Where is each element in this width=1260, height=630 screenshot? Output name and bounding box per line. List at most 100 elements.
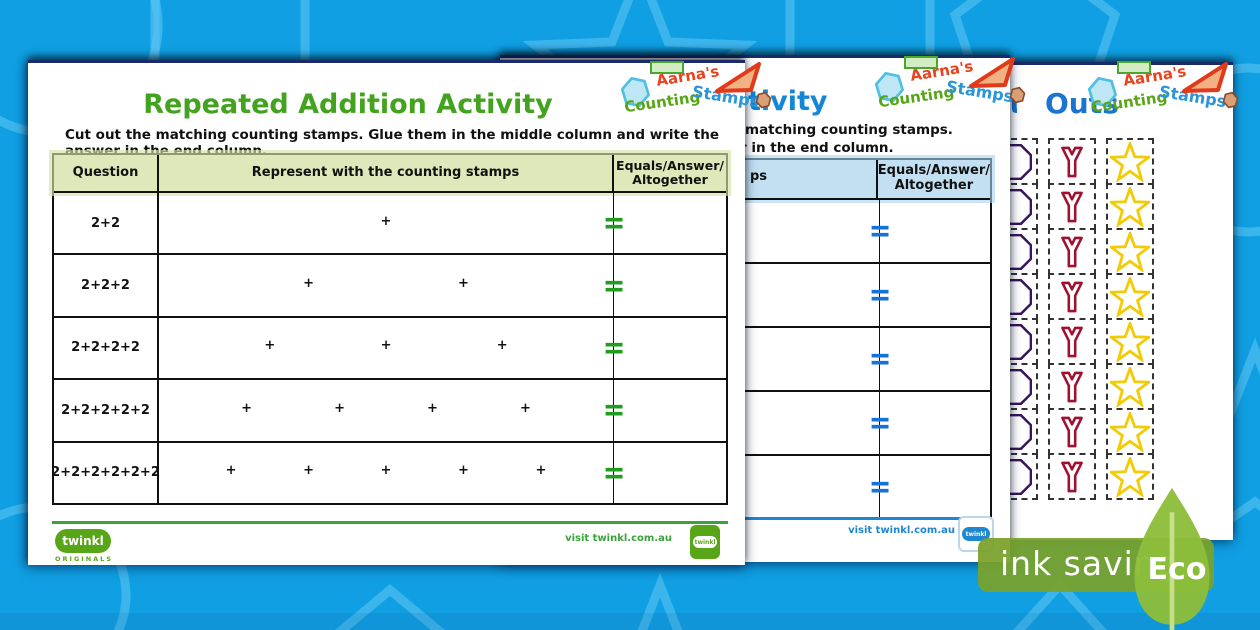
- y-stamp-icon: [1061, 371, 1083, 402]
- page2-instructions-line1: matching counting stamps.: [745, 122, 953, 138]
- star-stamp-icon: [1110, 366, 1150, 407]
- originals-label: ORIGINALS: [55, 555, 113, 563]
- equals-sign: =: [602, 454, 626, 491]
- y-stamp-icon: [1061, 281, 1083, 312]
- page1-footer-rule: [52, 521, 728, 524]
- y-stamp-icon: [1061, 191, 1083, 222]
- answer-cell: =: [603, 193, 726, 253]
- page1-table: Question Represent with the counting sta…: [51, 153, 728, 505]
- equals-sign: =: [602, 205, 626, 242]
- equals-sign: =: [868, 469, 892, 505]
- star-stamp-icon: [1110, 186, 1150, 227]
- sticker-rect-icon: [1117, 61, 1151, 74]
- flag-icon: [968, 56, 1016, 94]
- header-equals-answer: Equals/Answer/ Altogether: [616, 157, 724, 187]
- equals-sign: =: [868, 277, 892, 313]
- y-stamp-icon: [1061, 326, 1083, 357]
- equals-sign: =: [868, 213, 892, 249]
- cut-out-cell-star: [1106, 273, 1154, 320]
- page2-visit-link: visit twinkl.com.au: [848, 525, 955, 536]
- plus-sign: +: [241, 400, 252, 416]
- header-represent-fragment: ps: [750, 169, 768, 184]
- y-stamp-icon: [1061, 461, 1083, 492]
- twinkl-cloud-icon: twinkl: [55, 529, 111, 553]
- page1-table-body: 2+2 + = 2+2+2 + + = 2+2+2+2 + + + = 2+2+2+2+2 + + + + = 2+…: [51, 191, 726, 503]
- answer-cell: =: [603, 255, 726, 315]
- plus-sign: +: [520, 400, 531, 416]
- plus-sign: +: [334, 400, 345, 416]
- plus-sign: +: [427, 400, 438, 416]
- plus-sign: +: [225, 463, 237, 479]
- answer-cell: [880, 392, 990, 454]
- page2-footer-rule: [500, 517, 992, 520]
- stamps-cell: [498, 200, 880, 262]
- hexagon-icon: [1084, 74, 1120, 113]
- cut-out-cell-y-shape: [1048, 363, 1096, 410]
- equals-sign: =: [602, 267, 626, 304]
- cut-out-cell-y-shape: [1048, 453, 1096, 500]
- sticker-rect-icon: [650, 61, 684, 74]
- stamps-cell: [498, 264, 880, 326]
- cut-out-cell-star: [1106, 318, 1154, 365]
- page1-visit-link: visit twinkl.com.au: [565, 533, 672, 544]
- cut-outs-row: [990, 408, 1164, 455]
- counting-stamps-logo: Aarna's Counting Stamps: [617, 61, 772, 123]
- eco-label: Eco: [1147, 552, 1207, 587]
- page3-title-clipped-letter: t: [1009, 87, 1017, 120]
- plus-sign: +: [496, 338, 508, 354]
- twinkl-originals-logo: twinkl ORIGINALS: [55, 529, 113, 563]
- page2-twinkl-seal: twinkl: [958, 516, 994, 552]
- equals-sign: =: [602, 330, 626, 366]
- star-stamp-icon: [1110, 141, 1150, 182]
- answer-cell: =: [603, 318, 726, 378]
- answer-cell: [880, 264, 990, 326]
- stamps-cell: + + +: [159, 317, 614, 379]
- sticker-rect-icon: [904, 56, 938, 69]
- question-cell: 2+2+2+2: [54, 317, 159, 379]
- plus-sign: +: [380, 338, 392, 354]
- page1-table-header: Question Represent with the counting sta…: [54, 155, 726, 191]
- tan-hexagon-icon: [1008, 84, 1029, 109]
- cut-out-cell-star: [1106, 453, 1154, 500]
- cut-outs-row: [990, 318, 1164, 365]
- stamps-cell: + + + +: [159, 380, 614, 441]
- stamps-cell: + + + + +: [159, 442, 614, 503]
- eco-leaf-icon: [1134, 487, 1210, 630]
- hexagon-icon: [617, 74, 653, 113]
- table-row: 2+2+2+2+2+2 + + + + + =: [51, 440, 726, 503]
- y-stamp-icon: [1061, 416, 1083, 447]
- plus-sign: +: [458, 463, 469, 479]
- flag-icon: [1181, 61, 1229, 99]
- cut-out-cell-y-shape: [1048, 183, 1096, 230]
- y-stamp-icon: [1061, 146, 1083, 177]
- table-row: 2+2+2+2 + + + =: [54, 315, 726, 379]
- question-cell: 2+2+2+2+2+2: [51, 442, 160, 503]
- star-stamp-icon: [1110, 276, 1150, 317]
- equals-sign: =: [602, 392, 626, 429]
- cut-out-cell-y-shape: [1048, 318, 1096, 365]
- repeated-addition-page: Repeated Addition Activity Cut out the m…: [28, 60, 772, 565]
- cut-out-cell-y-shape: [1048, 228, 1096, 275]
- page1-twinkl-seal: twinkl: [690, 525, 720, 559]
- page2-instructions-line2: r in the end column.: [740, 140, 894, 156]
- stamps-cell: [498, 456, 880, 518]
- cut-out-cell-y-shape: [1048, 408, 1096, 455]
- plus-sign: +: [380, 213, 392, 229]
- question-cell: 2+2+2: [54, 255, 159, 316]
- header-equals-answer: Equals/Answer/ Altogether: [877, 163, 990, 193]
- star-stamp-icon: [1110, 231, 1150, 272]
- cut-outs-row: [990, 183, 1164, 230]
- answer-cell: [880, 456, 990, 518]
- table-row: 2+2+2+2+2 + + + + =: [54, 378, 726, 441]
- cut-outs-row: [990, 228, 1164, 275]
- cut-outs-page: t Outs Aarna's Counting Stamps: [990, 61, 1239, 540]
- stamps-cell: [498, 328, 880, 390]
- cut-out-cell-y-shape: [1048, 138, 1096, 185]
- stamps-cell: +: [159, 193, 614, 254]
- flag-icon: [714, 61, 762, 99]
- plus-sign: +: [303, 463, 314, 479]
- header-represent: Represent with the counting stamps: [159, 155, 614, 191]
- plus-sign: +: [458, 276, 469, 292]
- star-stamp-icon: [1110, 411, 1150, 452]
